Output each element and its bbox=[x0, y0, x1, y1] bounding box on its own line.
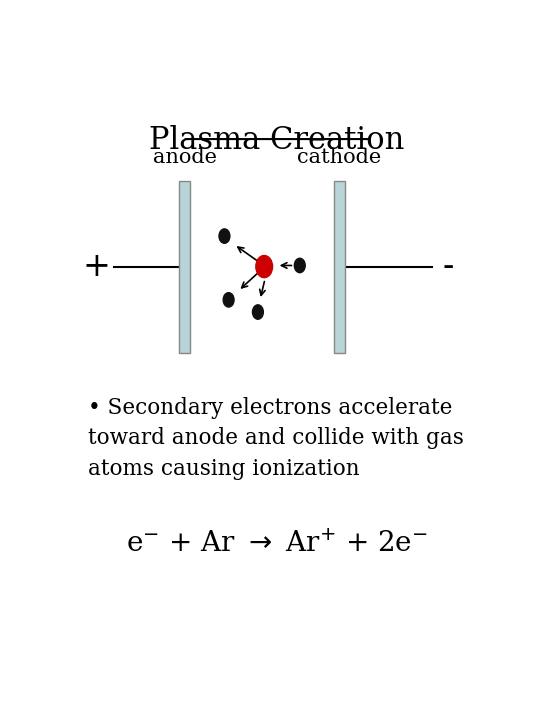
Text: +: + bbox=[83, 251, 111, 282]
Text: e$^{-}$ + Ar $\rightarrow$ Ar$^{+}$ + 2e$^{-}$: e$^{-}$ + Ar $\rightarrow$ Ar$^{+}$ + 2e… bbox=[126, 530, 428, 558]
Circle shape bbox=[294, 258, 305, 273]
Text: -: - bbox=[443, 251, 454, 282]
Text: Plasma Creation: Plasma Creation bbox=[149, 125, 404, 156]
Text: cathode: cathode bbox=[298, 148, 382, 167]
Circle shape bbox=[253, 305, 264, 319]
Circle shape bbox=[256, 256, 273, 278]
Circle shape bbox=[223, 292, 234, 307]
Text: anode: anode bbox=[153, 148, 217, 167]
Bar bbox=[334, 181, 345, 353]
Text: • Secondary electrons accelerate
toward anode and collide with gas
atoms causing: • Secondary electrons accelerate toward … bbox=[89, 397, 464, 480]
Bar bbox=[179, 181, 190, 353]
Circle shape bbox=[219, 229, 230, 243]
